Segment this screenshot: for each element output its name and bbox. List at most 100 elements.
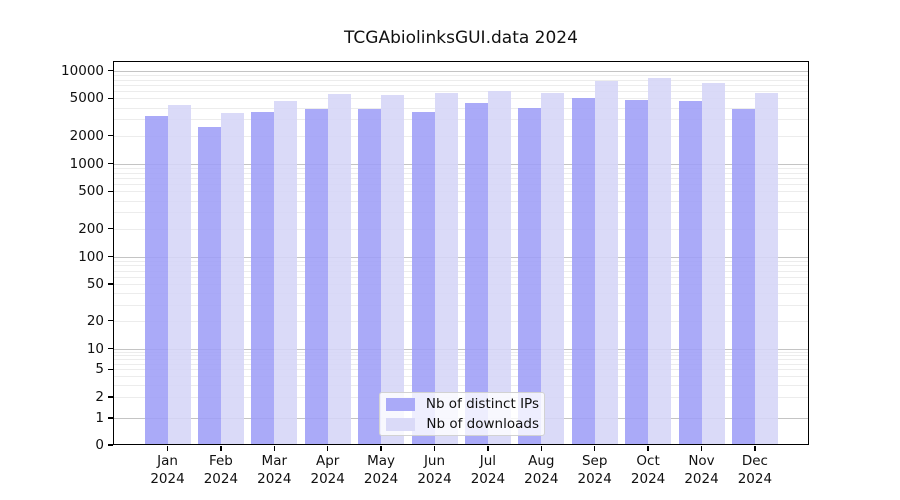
gridline-minor [113,270,809,272]
bar-distinct-ips [464,103,488,445]
x-tick-month: Apr [316,453,340,469]
bar-downloads [594,81,618,445]
x-tick-mark [540,445,542,451]
bar-distinct-ips [678,101,702,445]
y-tick-mark [107,444,113,446]
gridline-major [113,348,809,350]
gridline-minor [113,351,809,353]
bar-distinct-ips [358,109,382,445]
bar-distinct-ips [731,109,755,445]
x-tick-year: 2024 [470,470,506,487]
x-tick-label: Apr 2024 [293,453,363,488]
x-tick-label: May 2024 [346,453,416,488]
bar-distinct-ips [251,111,275,445]
x-tick-year: 2024 [630,470,666,487]
x-tick-mark [433,445,436,451]
x-tick-mark [220,445,222,451]
gridline-minor [113,98,809,100]
x-tick-year: 2024 [684,470,719,487]
legend-item-distinct-ips: Nb of distinct IPs [380,395,544,413]
x-tick-month: Feb [208,453,233,469]
x-tick-label: Mar 2024 [239,453,309,488]
x-tick-mark [754,445,756,451]
x-tick-label: Sep 2024 [560,453,630,488]
gridline-minor [113,265,809,267]
gridline-minor [113,320,809,322]
y-tick-mark [107,69,113,72]
x-tick-label: Feb 2024 [186,453,256,488]
bar-downloads [701,82,725,445]
gridline-minor [113,363,809,365]
bar-distinct-ips [411,111,435,445]
y-tick-label: 2 [95,389,104,406]
x-tick-mark [327,445,329,451]
x-tick-label: Jul 2024 [453,453,523,488]
gridline-minor [113,260,809,262]
gridline-minor [113,376,809,378]
gridline-major [113,256,809,258]
y-tick-mark [107,97,113,100]
bar-distinct-ips [144,115,168,445]
x-tick-label: Jun 2024 [400,453,470,488]
x-tick-month: May [367,453,396,469]
x-tick-mark [380,445,382,451]
gridline-minor [113,119,809,121]
gridline-minor [113,172,809,174]
bar-downloads [381,95,405,445]
x-tick-mark [647,445,649,451]
gridline-minor [113,107,809,109]
y-tick-label: 500 [78,183,104,200]
gridline-minor [113,167,809,169]
y-tick-mark [107,134,113,137]
gridline-minor [113,191,809,193]
y-tick-mark [107,368,113,371]
bar-downloads [541,92,565,445]
y-tick-mark [107,162,113,165]
x-tick-year: 2024 [737,470,773,487]
legend-swatch-downloads [386,417,415,431]
x-tick-year: 2024 [363,470,399,487]
gridline-minor [113,74,809,76]
x-tick-mark [273,445,275,451]
y-tick-label: 10000 [61,62,104,79]
gridline-minor [113,284,809,286]
y-tick-mark [107,255,113,258]
bar-downloads [167,105,191,445]
gridline-minor [113,135,809,137]
gridline-minor [113,79,809,81]
legend-label-downloads: Nb of downloads [426,416,539,432]
legend-label-distinct-ips: Nb of distinct IPs [425,396,539,412]
bar-downloads [754,92,778,445]
x-tick-label: Jan 2024 [133,453,203,488]
gridline-major [113,163,809,165]
x-tick-month: Oct [636,453,660,469]
x-tick-label: Nov 2024 [667,453,737,488]
x-tick-month: Jun [423,453,446,469]
y-tick-label: 200 [78,220,104,237]
bar-downloads [274,101,298,445]
y-tick-mark [107,227,113,230]
y-tick-label: 1 [95,410,104,426]
x-tick-month: Sep [581,453,608,469]
bar-downloads [327,94,351,445]
y-tick-label: 5 [95,361,104,378]
y-tick-mark [107,283,113,285]
bar-downloads [487,90,511,445]
gridline-minor [113,84,809,86]
y-tick-label: 100 [78,248,104,265]
gridline-minor [113,304,809,306]
bar-distinct-ips [304,109,328,445]
x-tick-year: 2024 [577,470,612,487]
gridline-major [113,70,809,72]
x-tick-mark [594,445,596,451]
x-tick-label: Oct 2024 [613,453,683,488]
legend: Nb of distinct IPs Nb of downloads [379,392,545,436]
x-tick-year: 2024 [417,470,452,487]
bar-distinct-ips [197,126,221,445]
legend-swatch-distinct-ips [386,397,415,411]
gridline-minor [113,293,809,295]
plot-area: 10000 5000 2000 1000 500 200 100 50 20 10 5 2 1 0 Jan… [61,60,809,487]
x-tick-year: 2024 [203,470,239,487]
y-tick-mark [107,417,113,419]
